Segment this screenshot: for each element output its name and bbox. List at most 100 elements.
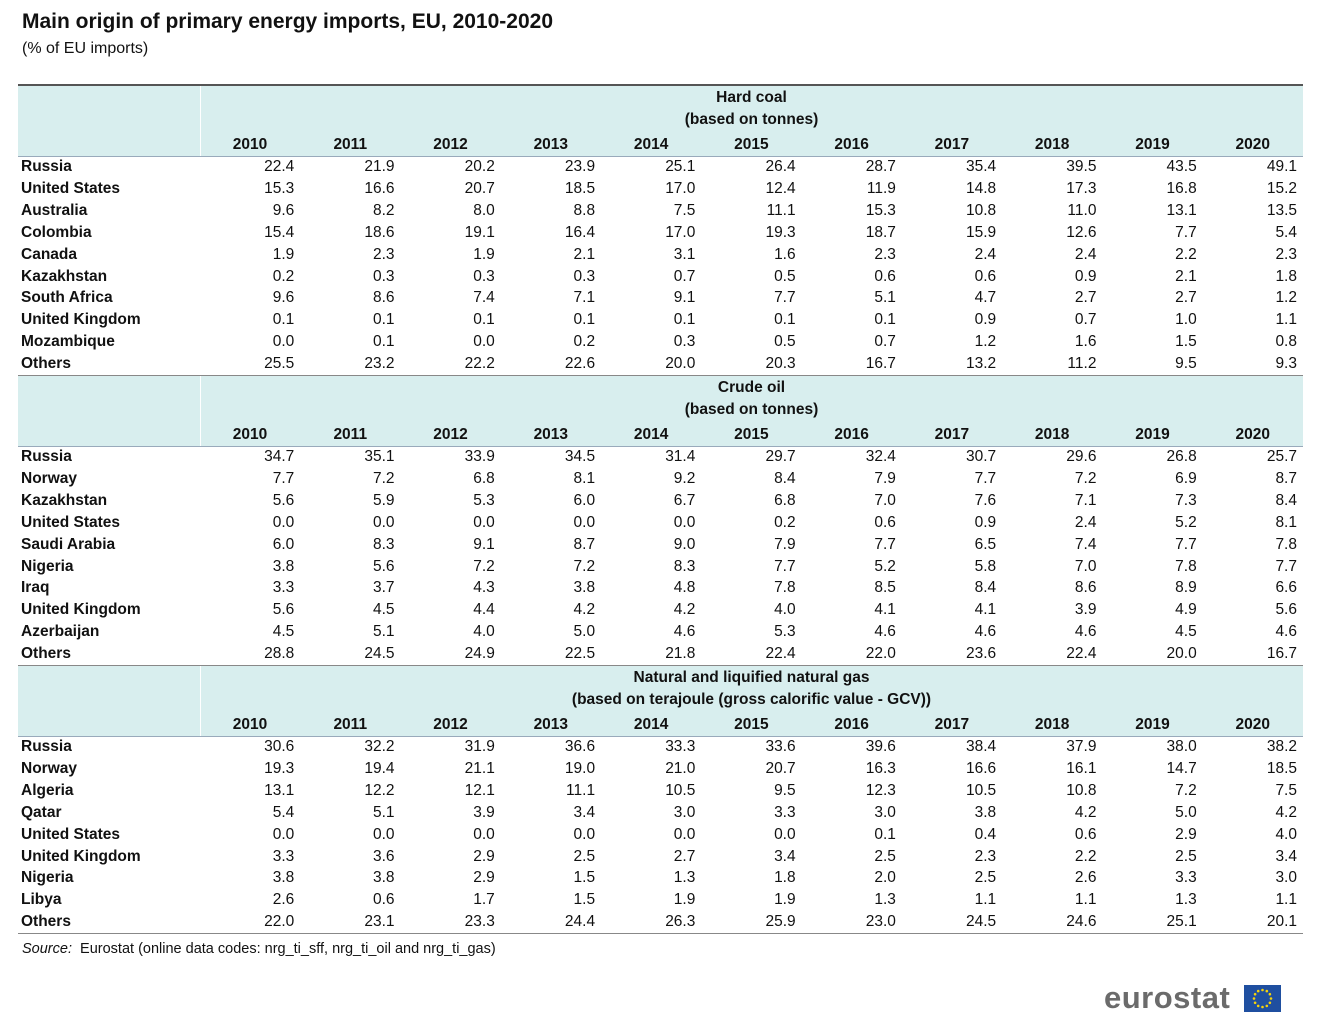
- year-header: 2015: [734, 136, 769, 153]
- cell-value: 30.6: [264, 738, 295, 755]
- cell-value: 1.6: [1074, 333, 1097, 351]
- cell-value: 20.0: [665, 355, 696, 373]
- cell-value: 18.6: [364, 223, 395, 241]
- cell-value: 24.9: [464, 645, 495, 663]
- cell-value: 0.6: [372, 891, 395, 909]
- year-header: 2017: [934, 136, 970, 153]
- cell-value: 8.3: [372, 535, 395, 553]
- cell-value: 22.0: [264, 913, 295, 931]
- cell-value: 0.1: [272, 311, 295, 329]
- cell-value: 33.6: [765, 738, 796, 755]
- cell-value: 38.2: [1266, 738, 1297, 755]
- cell-value: 34.7: [264, 448, 295, 465]
- cell-value: 23.3: [464, 913, 495, 931]
- cell-value: 8.1: [1275, 513, 1297, 531]
- section-header: [18, 86, 1303, 156]
- row-label: Norway: [21, 469, 77, 487]
- cell-value: 1.0: [1175, 311, 1197, 329]
- cell-value: 3.9: [473, 803, 495, 821]
- row-label: Others: [21, 645, 71, 663]
- cell-value: 2.7: [1175, 289, 1197, 307]
- cell-value: 7.5: [673, 201, 696, 219]
- cell-value: 8.3: [673, 557, 696, 575]
- cell-value: 7.2: [1175, 781, 1197, 799]
- row-label: Nigeria: [21, 869, 74, 887]
- cell-value: 4.2: [1275, 803, 1297, 821]
- cell-value: 16.1: [1066, 759, 1097, 777]
- cell-value: 15.4: [264, 223, 295, 241]
- top-rule: [18, 84, 1303, 86]
- cell-value: 7.7: [874, 535, 896, 553]
- cell-value: 16.3: [865, 759, 896, 777]
- cell-value: 3.4: [1275, 847, 1297, 865]
- cell-value: 6.8: [774, 491, 796, 509]
- year-header: 2010: [232, 716, 268, 733]
- cell-value: 26.4: [765, 158, 796, 175]
- header-divider: [200, 666, 201, 736]
- cell-value: 4.5: [272, 623, 295, 641]
- cell-value: 1.6: [774, 245, 796, 263]
- cell-value: 0.0: [372, 513, 395, 531]
- year-header: 2010: [232, 136, 268, 153]
- cell-value: 7.8: [1175, 557, 1197, 575]
- row-label: Others: [21, 355, 71, 373]
- cell-value: 3.4: [573, 803, 596, 821]
- cell-value: 10.5: [665, 781, 696, 799]
- row-label: Kazakhstan: [21, 491, 108, 509]
- cell-value: 24.6: [1066, 913, 1097, 931]
- row-label: Mozambique: [21, 333, 115, 351]
- cell-value: 7.4: [473, 289, 495, 307]
- year-header: 2012: [433, 426, 468, 443]
- year-header: 2014: [633, 136, 669, 153]
- cell-value: 9.6: [272, 201, 295, 219]
- cell-value: 8.4: [774, 469, 796, 487]
- cell-value: 2.4: [1074, 245, 1097, 263]
- row-label: United States: [21, 825, 121, 843]
- cell-value: 1.3: [874, 891, 896, 909]
- year-header: 2013: [533, 716, 569, 733]
- cell-value: 23.0: [865, 913, 896, 931]
- cell-value: 24.5: [364, 645, 395, 663]
- cell-value: 0.1: [473, 311, 495, 329]
- cell-value: 4.0: [1275, 825, 1297, 843]
- cell-value: 19.4: [364, 759, 395, 777]
- cell-value: 0.0: [272, 825, 295, 843]
- row-label: Australia: [21, 201, 88, 219]
- cell-value: 23.6: [966, 645, 997, 663]
- year-header: 2018: [1034, 136, 1070, 153]
- cell-value: 19.3: [264, 759, 295, 777]
- cell-value: 9.1: [673, 289, 696, 307]
- cell-value: 7.8: [1275, 535, 1297, 553]
- cell-value: 20.1: [1266, 913, 1297, 931]
- cell-value: 5.1: [372, 623, 395, 641]
- year-header: 2017: [934, 426, 970, 443]
- cell-value: 0.6: [1074, 825, 1097, 843]
- header-rule: [18, 446, 1303, 447]
- cell-value: 10.8: [966, 201, 997, 219]
- cell-value: 7.7: [974, 469, 997, 487]
- cell-value: 16.8: [1166, 179, 1197, 197]
- cell-value: 22.4: [1066, 645, 1097, 663]
- cell-value: 3.8: [974, 803, 997, 821]
- cell-value: 0.7: [1074, 311, 1097, 329]
- row-label: Russia: [21, 448, 72, 465]
- cell-value: 1.1: [1275, 311, 1297, 329]
- cell-value: 4.6: [673, 623, 696, 641]
- cell-value: 5.9: [372, 491, 395, 509]
- cell-value: 0.1: [673, 311, 696, 329]
- cell-value: 29.7: [765, 448, 796, 465]
- cell-value: 39.5: [1066, 158, 1097, 175]
- cell-value: 0.0: [473, 513, 495, 531]
- cell-value: 0.7: [673, 267, 696, 285]
- cell-value: 11.1: [566, 781, 596, 799]
- cell-value: 38.0: [1166, 738, 1197, 755]
- cell-value: 2.5: [1175, 847, 1197, 865]
- cell-value: 10.5: [966, 781, 997, 799]
- section-subtitle: (based on tonnes): [684, 111, 819, 128]
- cell-value: 13.2: [966, 355, 997, 373]
- cell-value: 0.1: [774, 311, 796, 329]
- cell-value: 12.6: [1066, 223, 1097, 241]
- cell-value: 2.9: [473, 847, 495, 865]
- section-title: Crude oil: [717, 379, 786, 396]
- cell-value: 12.4: [765, 179, 796, 197]
